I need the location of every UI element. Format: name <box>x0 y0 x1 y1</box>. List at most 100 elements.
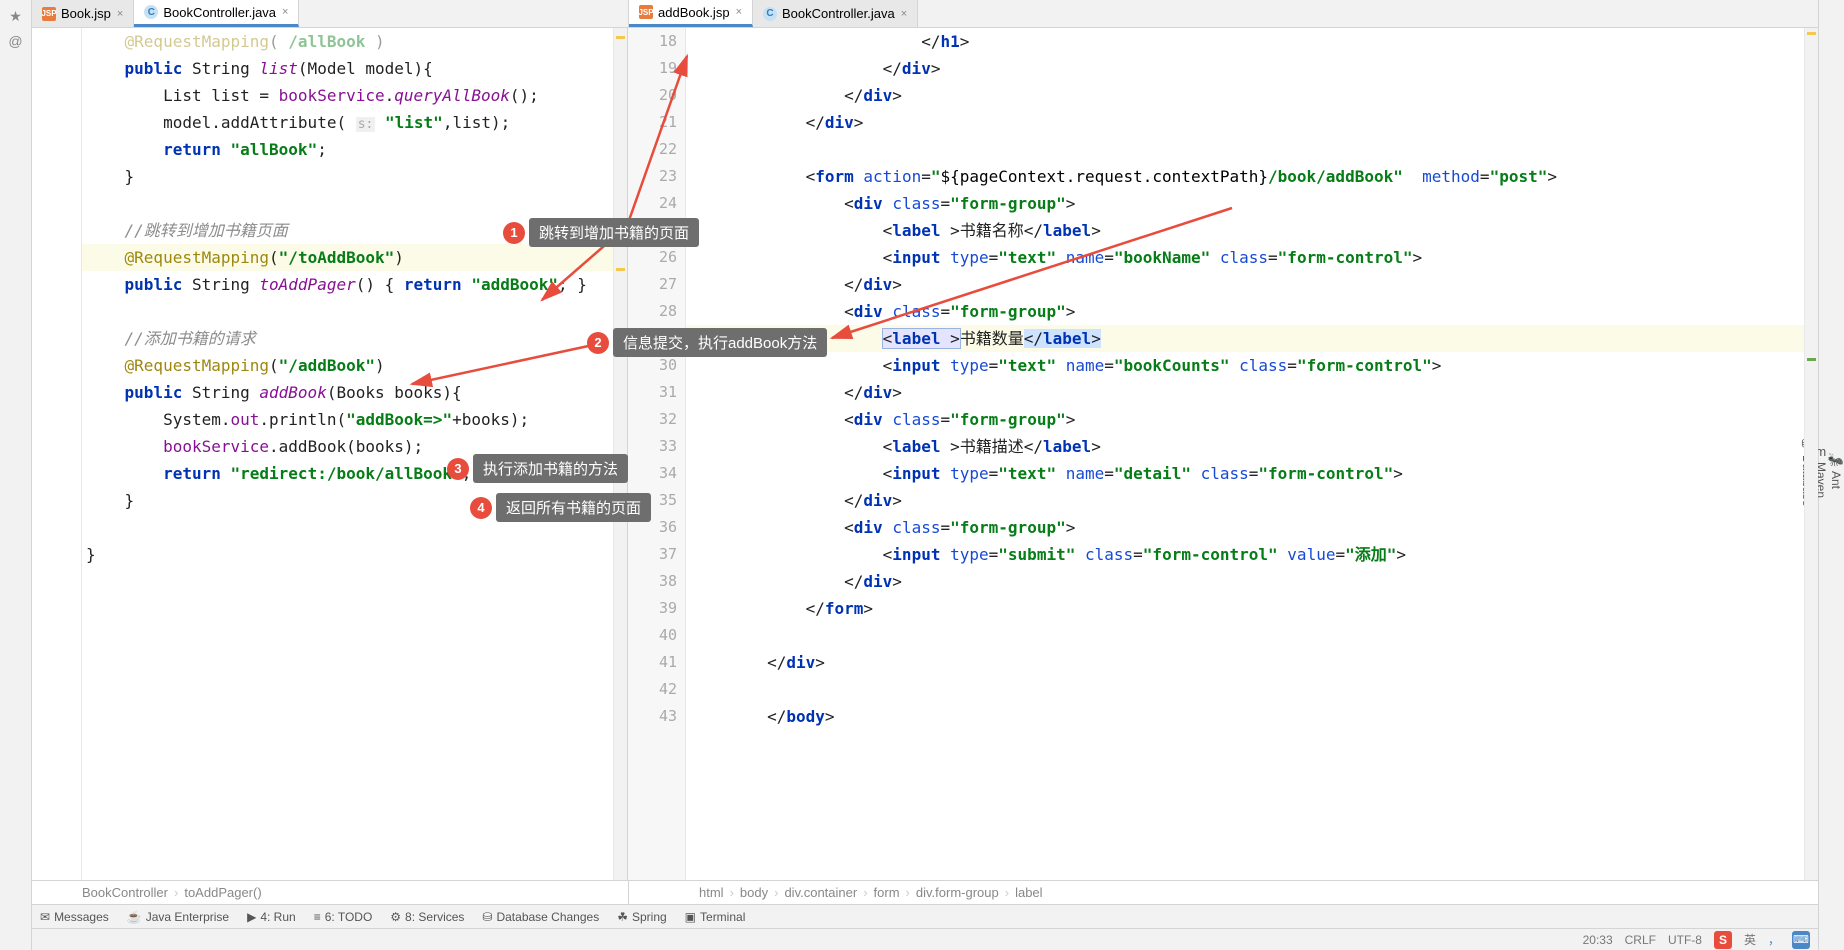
fold-gutter <box>32 28 82 880</box>
editor-tab[interactable]: JSPaddBook.jsp× <box>629 0 753 27</box>
line-number: 36 <box>628 514 677 541</box>
code-line[interactable]: <label >书籍名称</label> <box>686 217 1804 244</box>
code-line[interactable]: //跳转到增加书籍页面 <box>82 217 613 244</box>
tool-window-button[interactable]: ≡6: TODO <box>314 910 373 924</box>
ime-punct-icon[interactable]: ， <box>1768 931 1780 948</box>
tool-icon: ☘ <box>617 910 628 924</box>
code-line[interactable]: </div> <box>686 55 1804 82</box>
code-line[interactable] <box>686 136 1804 163</box>
code-line[interactable]: <input type="submit" class="form-control… <box>686 541 1804 568</box>
code-line[interactable]: public String addBook(Books books){ <box>82 379 613 406</box>
code-line[interactable]: public String list(Model model){ <box>82 55 613 82</box>
code-line[interactable]: <label >书籍数量</label> <box>686 325 1804 352</box>
code-line[interactable]: <div class="form-group"> <box>686 514 1804 541</box>
breadcrumb-item[interactable]: form <box>874 885 900 900</box>
breadcrumb-item[interactable]: html <box>699 885 724 900</box>
tool-window-button[interactable]: ☘ Spring <box>617 910 666 924</box>
code-line[interactable]: </div> <box>686 109 1804 136</box>
code-line[interactable]: </div> <box>686 379 1804 406</box>
line-number: 37 <box>628 541 677 568</box>
tool-window-button[interactable]: ⚙8: Services <box>390 910 464 924</box>
lightbulb-icon[interactable]: 💡 <box>670 325 684 352</box>
editor-tab[interactable]: CBookController.java× <box>753 0 918 27</box>
code-line[interactable]: </body> <box>686 703 1804 730</box>
code-line[interactable]: return "redirect:/book/allBook"; <box>82 460 613 487</box>
line-number: 33 <box>628 433 677 460</box>
code-line[interactable]: model.addAttribute( s: "list",list); <box>82 109 613 136</box>
code-line[interactable]: <label >书籍描述</label> <box>686 433 1804 460</box>
close-icon[interactable]: × <box>117 8 123 20</box>
code-line[interactable]: public String toAddPager() { return "add… <box>82 271 613 298</box>
right-scrollmap[interactable] <box>1804 28 1818 880</box>
status-bar: 20:33 CRLF UTF-8 S英 ， ⌨ <box>32 928 1818 950</box>
ime-icon[interactable]: S <box>1714 931 1732 949</box>
code-line[interactable]: <div class="form-group"> <box>686 406 1804 433</box>
tool-window-button[interactable]: ✉Messages <box>40 910 109 924</box>
code-line[interactable]: System.out.println("addBook=>"+books); <box>82 406 613 433</box>
breadcrumb-item[interactable]: div.container <box>784 885 857 900</box>
close-icon[interactable]: × <box>282 6 288 18</box>
code-line[interactable]: <input type="text" name="bookCounts" cla… <box>686 352 1804 379</box>
code-line[interactable]: } <box>82 541 613 568</box>
line-number: 41 <box>628 649 677 676</box>
breadcrumb-item[interactable]: toAddPager() <box>184 885 261 900</box>
tool-label: Spring <box>632 910 667 924</box>
breadcrumb-item[interactable]: BookController <box>82 885 168 900</box>
breadcrumb-item[interactable]: div.form-group <box>916 885 999 900</box>
code-line[interactable]: <div class="form-group"> <box>686 298 1804 325</box>
code-line[interactable]: List list = bookService.queryAllBook(); <box>82 82 613 109</box>
code-line[interactable]: <form action="${pageContext.request.cont… <box>686 163 1804 190</box>
code-line[interactable]: </div> <box>686 568 1804 595</box>
right-editor[interactable]: 181920212223242526272829💡303132333435363… <box>628 28 1818 880</box>
breadcrumb-item[interactable]: body <box>740 885 768 900</box>
bookmark-icon[interactable]: ★ <box>9 8 22 25</box>
code-line[interactable]: </div> <box>686 271 1804 298</box>
editor-tab[interactable]: JSPBook.jsp× <box>32 0 134 27</box>
side-tool-button[interactable]: 🐜Ant <box>1828 452 1844 489</box>
code-line[interactable]: return "allBook"; <box>82 136 613 163</box>
code-line[interactable] <box>82 298 613 325</box>
line-number: 29💡 <box>628 325 677 352</box>
tool-window-button[interactable]: ▶4: Run <box>247 910 296 924</box>
code-line[interactable]: </h1> <box>686 28 1804 55</box>
code-line[interactable] <box>82 190 613 217</box>
status-item[interactable]: 20:33 <box>1583 933 1613 947</box>
code-line[interactable]: @RequestMapping( /allBook ) <box>82 28 613 55</box>
line-number: 27 <box>628 271 677 298</box>
code-line[interactable]: </div> <box>686 82 1804 109</box>
status-item[interactable]: CRLF <box>1625 933 1656 947</box>
code-line[interactable]: <input type="text" name="bookName" class… <box>686 244 1804 271</box>
code-line[interactable]: </div> <box>686 487 1804 514</box>
code-line[interactable] <box>686 622 1804 649</box>
left-scrollmap[interactable] <box>613 28 627 880</box>
tool-label: Java Enterprise <box>146 910 229 924</box>
code-line[interactable]: @RequestMapping("/addBook") <box>82 352 613 379</box>
editor-tab[interactable]: CBookController.java× <box>134 0 299 27</box>
line-number: 25 <box>628 217 677 244</box>
line-number: 21 <box>628 109 677 136</box>
code-line[interactable]: @RequestMapping("/toAddBook") <box>82 244 613 271</box>
code-line[interactable]: <input type="text" name="detail" class="… <box>686 460 1804 487</box>
code-line[interactable]: </div> <box>686 649 1804 676</box>
at-icon[interactable]: @ <box>8 33 22 49</box>
close-icon[interactable]: × <box>901 8 907 20</box>
close-icon[interactable]: × <box>736 6 742 18</box>
code-line[interactable]: } <box>82 163 613 190</box>
code-line[interactable]: <div class="form-group"> <box>686 190 1804 217</box>
keyboard-icon[interactable]: ⌨ <box>1792 931 1810 949</box>
ime-lang[interactable]: 英 <box>1744 931 1756 948</box>
tool-window-button[interactable]: ☕Java Enterprise <box>127 910 229 924</box>
breadcrumb-item[interactable]: label <box>1015 885 1042 900</box>
code-line[interactable] <box>82 514 613 541</box>
tool-window-button[interactable]: ▣Terminal <box>685 910 746 924</box>
code-line[interactable]: } <box>82 487 613 514</box>
tab-label: addBook.jsp <box>658 5 730 20</box>
code-line[interactable] <box>686 676 1804 703</box>
status-item[interactable]: UTF-8 <box>1668 933 1702 947</box>
code-line[interactable]: </form> <box>686 595 1804 622</box>
left-editor[interactable]: @RequestMapping( /allBook ) public Strin… <box>32 28 628 880</box>
tool-window-button[interactable]: ⛁Database Changes <box>482 910 599 924</box>
code-line[interactable]: //添加书籍的请求 <box>82 325 613 352</box>
java-file-icon: C <box>144 5 158 19</box>
code-line[interactable]: bookService.addBook(books); <box>82 433 613 460</box>
